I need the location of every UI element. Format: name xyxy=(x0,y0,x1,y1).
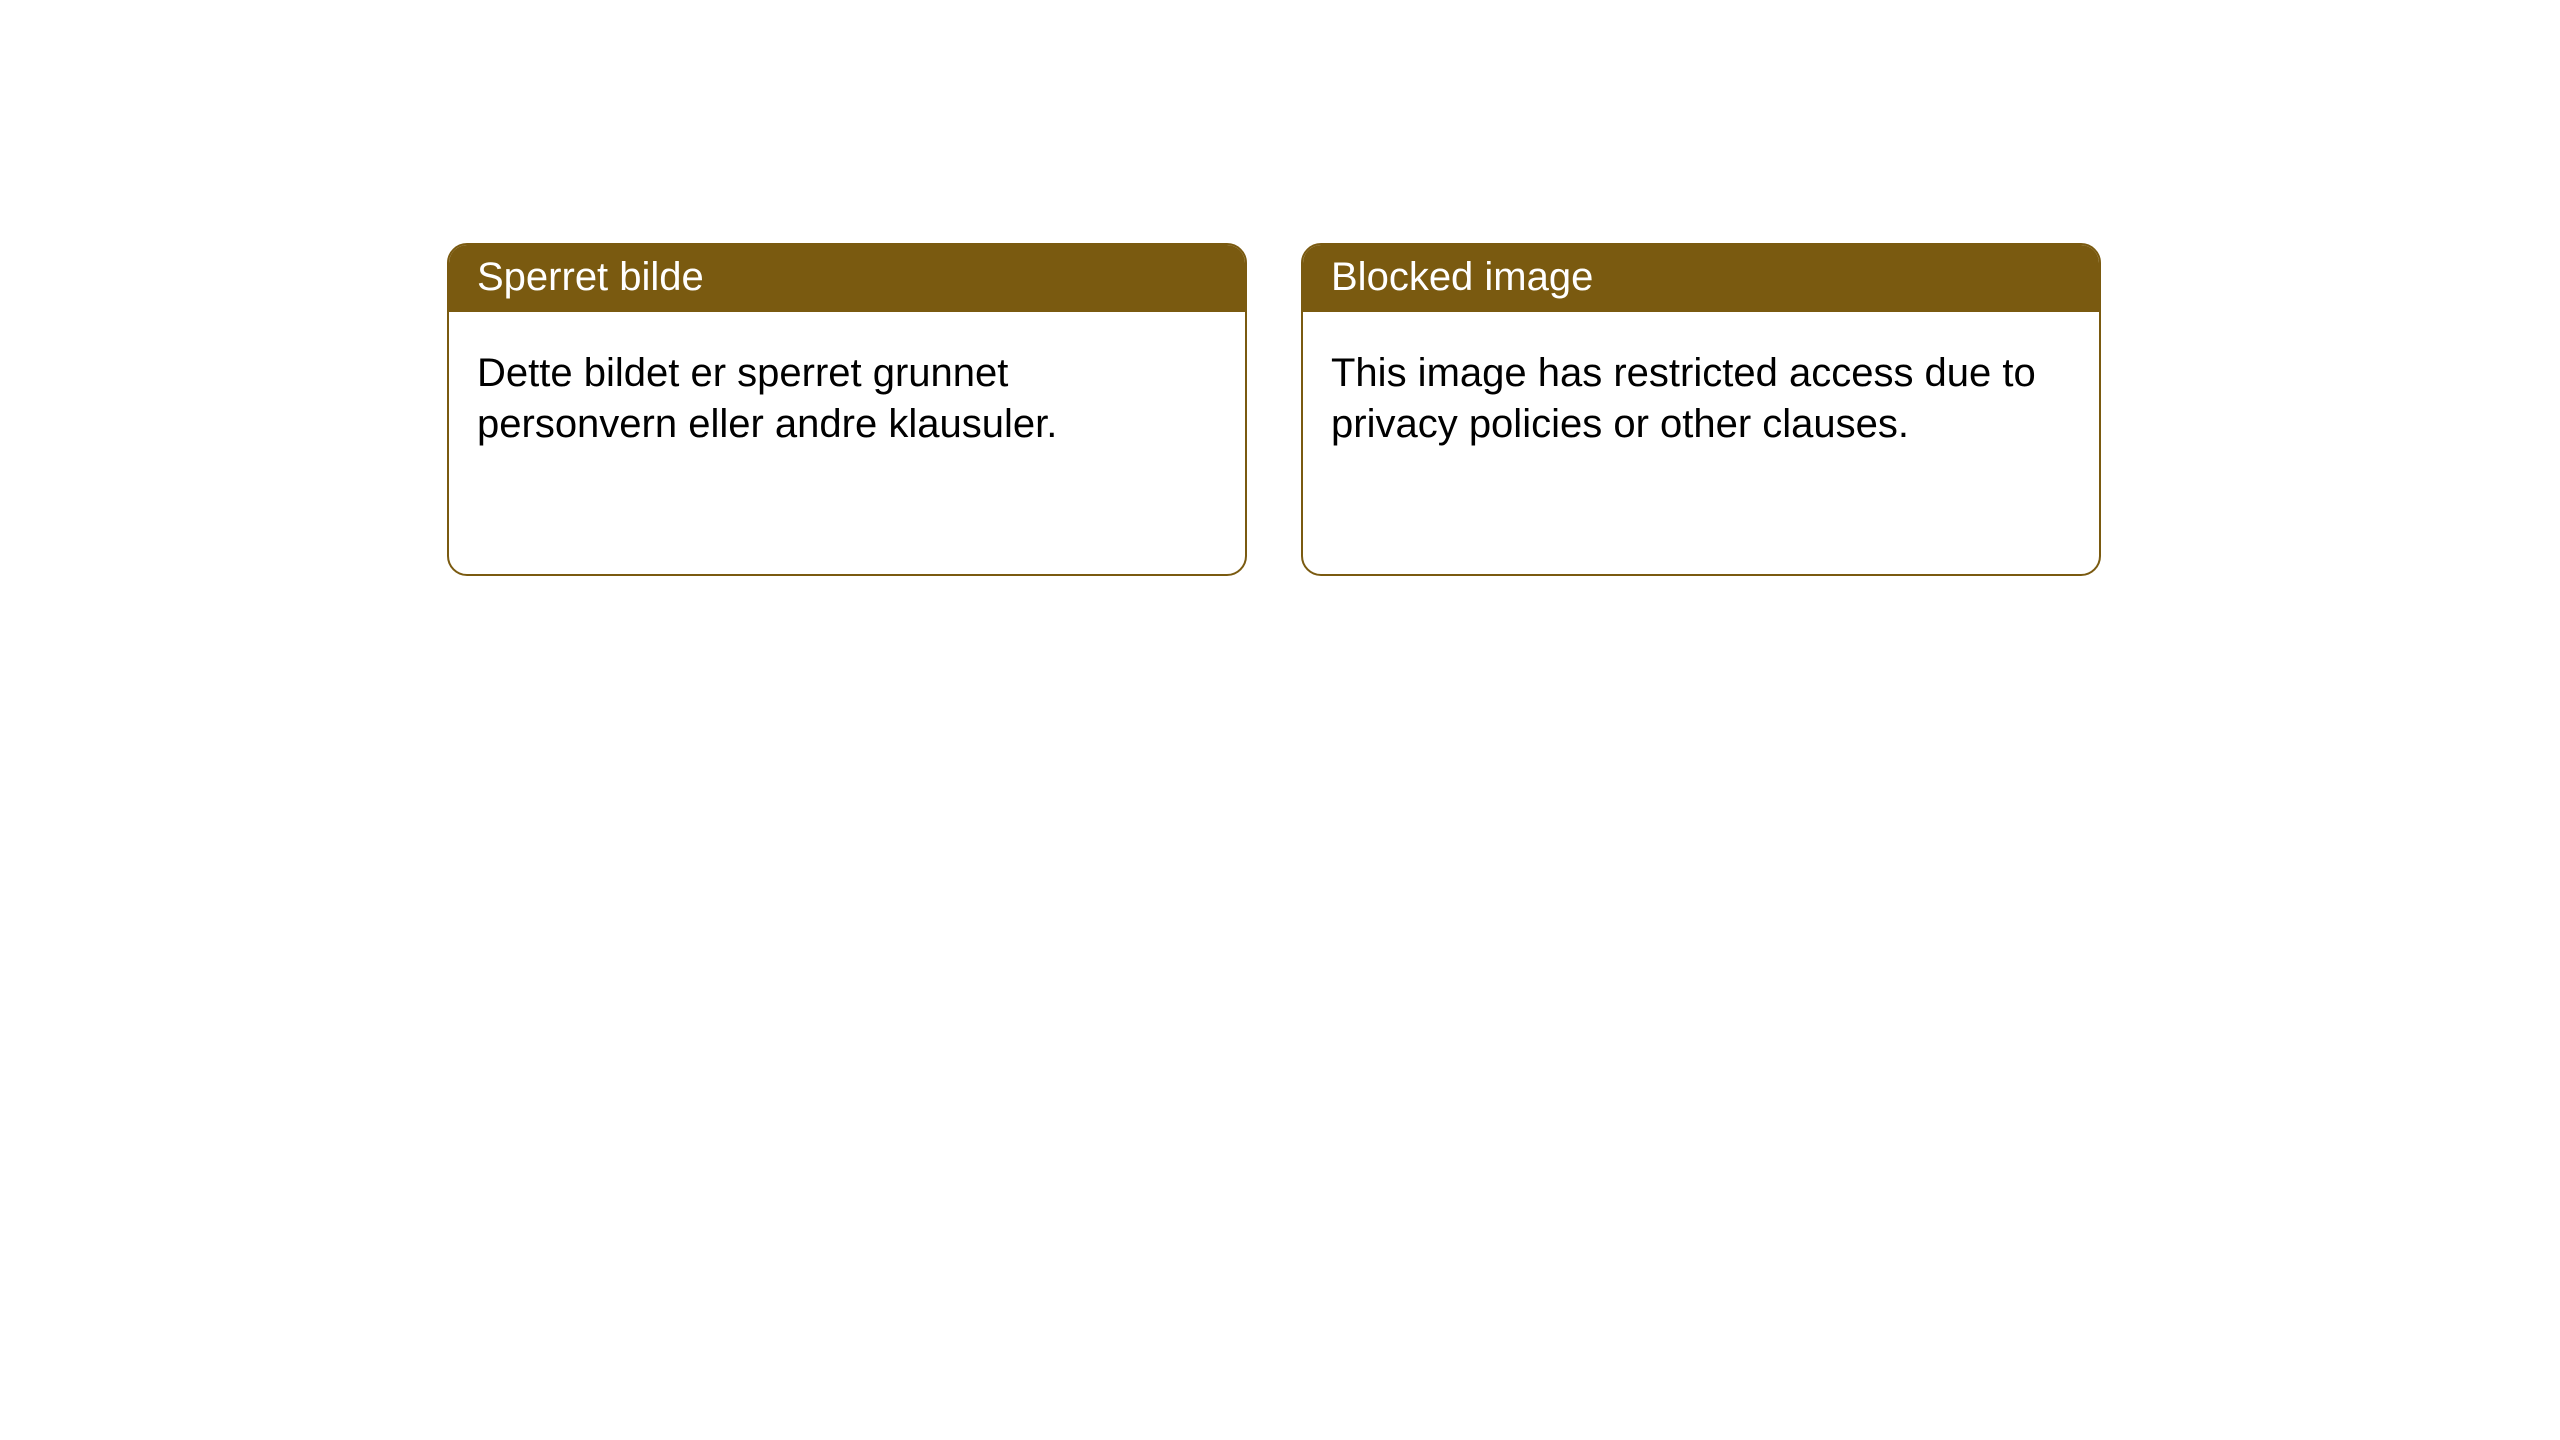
card-body-text: Dette bildet er sperret grunnet personve… xyxy=(477,351,1057,446)
blocked-image-card-english: Blocked image This image has restricted … xyxy=(1301,243,2101,576)
card-body-text: This image has restricted access due to … xyxy=(1331,351,2036,446)
cards-container: Sperret bilde Dette bildet er sperret gr… xyxy=(447,243,2560,576)
card-body: This image has restricted access due to … xyxy=(1303,312,2099,486)
card-body: Dette bildet er sperret grunnet personve… xyxy=(449,312,1245,486)
card-title: Blocked image xyxy=(1331,255,1593,299)
card-header: Sperret bilde xyxy=(449,245,1245,312)
card-title: Sperret bilde xyxy=(477,255,704,299)
card-header: Blocked image xyxy=(1303,245,2099,312)
blocked-image-card-norwegian: Sperret bilde Dette bildet er sperret gr… xyxy=(447,243,1247,576)
